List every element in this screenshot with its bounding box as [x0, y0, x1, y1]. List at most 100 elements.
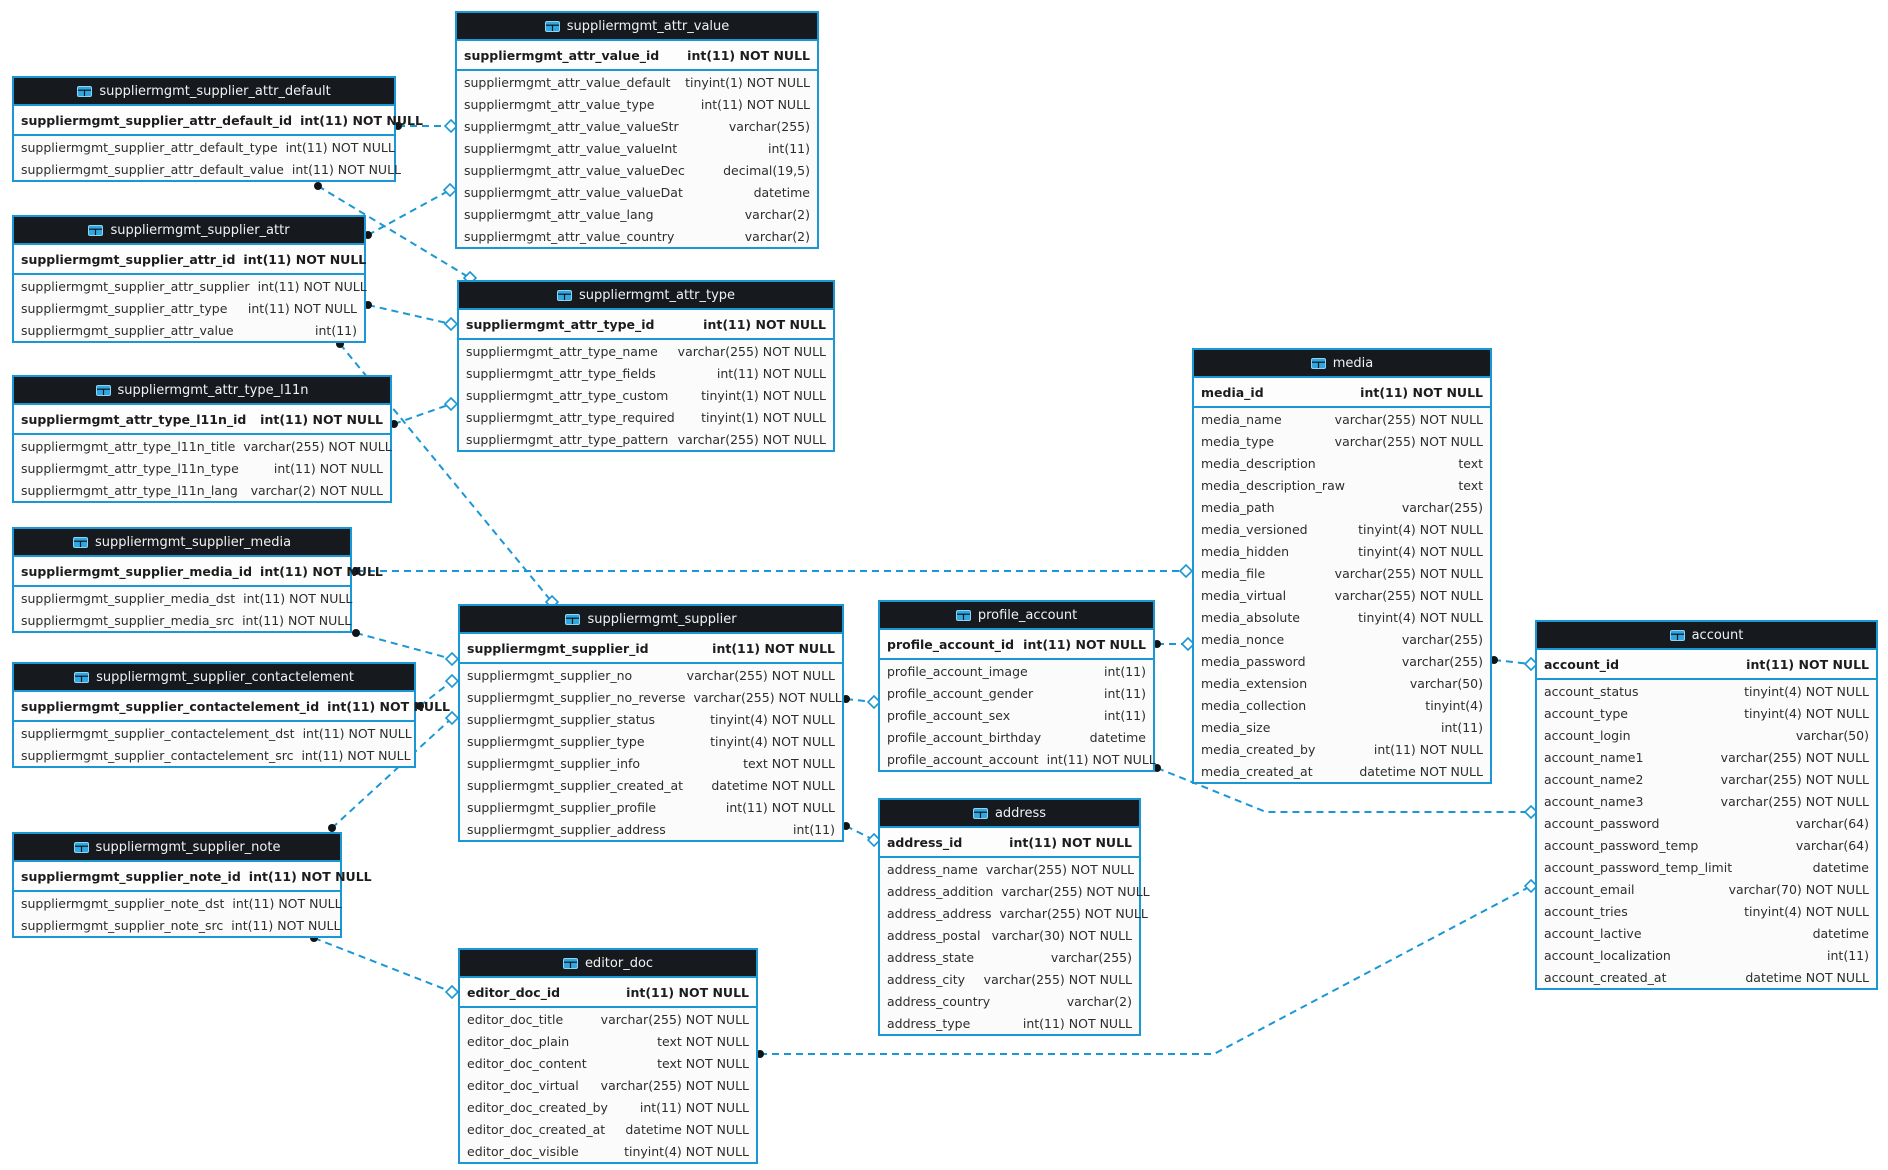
column-row[interactable]: suppliermgmt_attr_type_custom tinyint(1) … — [459, 384, 833, 406]
table-suppliermgmt_supplier[interactable]: suppliermgmt_supplier suppliermgmt_suppli… — [458, 604, 844, 842]
table-suppliermgmt_attr_value[interactable]: suppliermgmt_attr_value suppliermgmt_attr… — [455, 11, 819, 249]
column-row[interactable]: account_login varchar(50) — [1537, 724, 1876, 746]
relation-suppliermgmt_supplier_media-media[interactable] — [352, 563, 1194, 579]
column-row[interactable]: account_localization int(11) — [1537, 944, 1876, 966]
relation-line[interactable] — [419, 680, 453, 707]
table-suppliermgmt_attr_type[interactable]: suppliermgmt_attr_type suppliermgmt_attr_… — [457, 280, 835, 452]
column-row[interactable]: suppliermgmt_supplier_type tinyint(4) NOT… — [460, 730, 842, 752]
column-row[interactable]: account_type tinyint(4) NOT NULL — [1537, 702, 1876, 724]
pk-row[interactable]: editor_doc_id int(11) NOT NULL — [460, 978, 756, 1008]
column-row[interactable]: suppliermgmt_supplier_address int(11) — [460, 818, 842, 840]
column-row[interactable]: suppliermgmt_attr_value_country varchar(2… — [457, 225, 817, 247]
column-row[interactable]: account_created_at datetime NOT NULL — [1537, 966, 1876, 988]
relation-suppliermgmt_supplier_attr-suppliermgmt_attr_value[interactable] — [364, 182, 458, 239]
column-row[interactable]: suppliermgmt_supplier_media_src int(11) N… — [14, 609, 351, 631]
column-row[interactable]: address_address varchar(255) NOT NULL — [880, 902, 1148, 924]
column-row[interactable]: suppliermgmt_supplier_created_at datetime… — [460, 774, 842, 796]
table-profile_account[interactable]: profile_account profile_account_id int(11)… — [878, 600, 1156, 772]
table-header[interactable]: account — [1537, 622, 1876, 650]
column-row[interactable]: editor_doc_virtual varchar(255) NOT NULL — [460, 1074, 756, 1096]
table-header[interactable]: suppliermgmt_supplier — [460, 606, 842, 634]
relation-media-account[interactable] — [1490, 656, 1539, 672]
column-row[interactable]: media_collection tinyint(4) — [1194, 694, 1490, 716]
relation-suppliermgmt_supplier-profile_account[interactable] — [842, 694, 882, 710]
pk-row[interactable]: suppliermgmt_supplier_id int(11) NOT NULL — [460, 634, 842, 664]
relation-suppliermgmt_supplier-address[interactable] — [842, 822, 882, 848]
column-row[interactable]: editor_doc_plain text NOT NULL — [460, 1030, 756, 1052]
table-account[interactable]: account account_id int(11) NOT NULL account… — [1535, 620, 1878, 990]
column-row[interactable]: suppliermgmt_supplier_no varchar(255) NOT… — [460, 664, 842, 686]
column-row[interactable]: suppliermgmt_supplier_no_reverse varchar(… — [460, 686, 842, 708]
column-row[interactable]: suppliermgmt_attr_value_valueStr varchar(… — [457, 115, 817, 137]
pk-row[interactable]: suppliermgmt_supplier_note_id int(11) NOT… — [14, 862, 372, 892]
relation-line[interactable] — [845, 698, 875, 703]
column-row[interactable]: media_created_at datetime NOT NULL — [1194, 760, 1490, 782]
table-media[interactable]: media media_id int(11) NOT NULL media_name v… — [1192, 348, 1492, 784]
pk-row[interactable]: suppliermgmt_attr_type_id int(11) NOT NUL… — [459, 310, 833, 340]
column-row[interactable]: account_email varchar(70) NOT NULL — [1537, 878, 1876, 900]
table-header[interactable]: suppliermgmt_attr_type_l11n — [14, 377, 390, 405]
column-row[interactable]: account_name3 varchar(255) NOT NULL — [1537, 790, 1876, 812]
pk-row[interactable]: profile_account_id int(11) NOT NULL — [880, 630, 1153, 660]
relation-suppliermgmt_supplier_contactelement-suppliermgmt_supplier[interactable] — [416, 673, 460, 710]
column-row[interactable]: editor_doc_title varchar(255) NOT NULL — [460, 1008, 756, 1030]
column-row[interactable]: media_nonce varchar(255) — [1194, 628, 1490, 650]
column-row[interactable]: suppliermgmt_attr_value_default tinyint(1… — [457, 71, 817, 93]
relation-line[interactable] — [367, 304, 452, 325]
relation-suppliermgmt_supplier_note-editor_doc[interactable] — [310, 934, 460, 1000]
column-row[interactable]: profile_account_image int(11) — [880, 660, 1153, 682]
pk-row[interactable]: suppliermgmt_attr_value_id int(11) NOT NU… — [457, 41, 817, 71]
column-row[interactable]: media_type varchar(255) NOT NULL — [1194, 430, 1490, 452]
relation-suppliermgmt_supplier_attr-suppliermgmt_attr_type[interactable] — [364, 301, 459, 332]
table-suppliermgmt_supplier_attr[interactable]: suppliermgmt_supplier_attr suppliermgmt_s… — [12, 215, 367, 343]
column-row[interactable]: account_name1 varchar(255) NOT NULL — [1537, 746, 1876, 768]
relation-suppliermgmt_attr_type_l11n-suppliermgmt_attr_type[interactable] — [390, 396, 459, 428]
column-row[interactable]: media_absolute tinyint(4) NOT NULL — [1194, 606, 1490, 628]
column-row[interactable]: media_file varchar(255) NOT NULL — [1194, 562, 1490, 584]
column-row[interactable]: profile_account_account int(11) NOT NULL — [880, 748, 1156, 770]
column-row[interactable]: account_password_temp_limit datetime — [1537, 856, 1876, 878]
column-row[interactable]: suppliermgmt_supplier_contactelement_src… — [14, 744, 414, 766]
column-row[interactable]: suppliermgmt_supplier_attr_value int(11) — [14, 319, 364, 341]
table-suppliermgmt_supplier_note[interactable]: suppliermgmt_supplier_note suppliermgmt_s… — [12, 832, 372, 938]
relation-profile_account-media[interactable] — [1153, 636, 1196, 652]
column-row[interactable]: suppliermgmt_attr_type_name varchar(255) … — [459, 340, 833, 362]
column-row[interactable]: media_versioned tinyint(4) NOT NULL — [1194, 518, 1490, 540]
column-row[interactable]: suppliermgmt_supplier_note_dst int(11) NO… — [14, 892, 342, 914]
column-row[interactable]: suppliermgmt_attr_type_fields int(11) NOT… — [459, 362, 833, 384]
table-header[interactable]: suppliermgmt_supplier_attr_default — [14, 78, 394, 106]
relation-line[interactable] — [355, 632, 453, 660]
column-row[interactable]: media_extension varchar(50) — [1194, 672, 1490, 694]
table-editor_doc[interactable]: editor_doc editor_doc_id int(11) NOT NULL e… — [458, 948, 758, 1164]
pk-row[interactable]: suppliermgmt_supplier_media_id int(11) NO… — [14, 557, 383, 587]
column-row[interactable]: account_password varchar(64) — [1537, 812, 1876, 834]
column-row[interactable]: suppliermgmt_supplier_attr_default_value… — [14, 158, 401, 180]
pk-row[interactable]: suppliermgmt_attr_type_l11n_id int(11) NO… — [14, 405, 390, 435]
relation-line[interactable] — [339, 343, 553, 603]
column-row[interactable]: suppliermgmt_attr_type_required tinyint(1… — [459, 406, 833, 428]
column-row[interactable]: media_hidden tinyint(4) NOT NULL — [1194, 540, 1490, 562]
column-row[interactable]: account_name2 varchar(255) NOT NULL — [1537, 768, 1876, 790]
column-row[interactable]: address_type int(11) NOT NULL — [880, 1012, 1139, 1034]
table-suppliermgmt_supplier_media[interactable]: suppliermgmt_supplier_media suppliermgmt_… — [12, 527, 383, 633]
pk-row[interactable]: media_id int(11) NOT NULL — [1194, 378, 1490, 408]
column-row[interactable]: suppliermgmt_attr_value_valueDec decimal(… — [457, 159, 817, 181]
column-row[interactable]: account_password_temp varchar(64) — [1537, 834, 1876, 856]
table-header[interactable]: suppliermgmt_supplier_contactelement — [14, 664, 414, 692]
relation-line[interactable] — [393, 403, 452, 425]
table-header[interactable]: address — [880, 800, 1139, 828]
table-header[interactable]: suppliermgmt_attr_value — [457, 13, 817, 41]
column-row[interactable]: suppliermgmt_supplier_attr_type int(11) N… — [14, 297, 364, 319]
column-row[interactable]: suppliermgmt_attr_value_valueDat datetime — [457, 181, 817, 203]
column-row[interactable]: suppliermgmt_attr_type_l11n_title varchar… — [14, 435, 392, 457]
table-header[interactable]: suppliermgmt_supplier_media — [14, 529, 350, 557]
column-row[interactable]: suppliermgmt_supplier_note_src int(11) NO… — [14, 914, 340, 936]
column-row[interactable]: media_description_raw text — [1194, 474, 1490, 496]
table-header[interactable]: profile_account — [880, 602, 1153, 630]
table-suppliermgmt_attr_type_l11n[interactable]: suppliermgmt_attr_type_l11n suppliermgmt_… — [12, 375, 392, 503]
table-address[interactable]: address address_id int(11) NOT NULL address… — [878, 798, 1150, 1036]
table-header[interactable]: suppliermgmt_supplier_note — [14, 834, 340, 862]
column-row[interactable]: editor_doc_visible tinyint(4) NOT NULL — [460, 1140, 756, 1162]
